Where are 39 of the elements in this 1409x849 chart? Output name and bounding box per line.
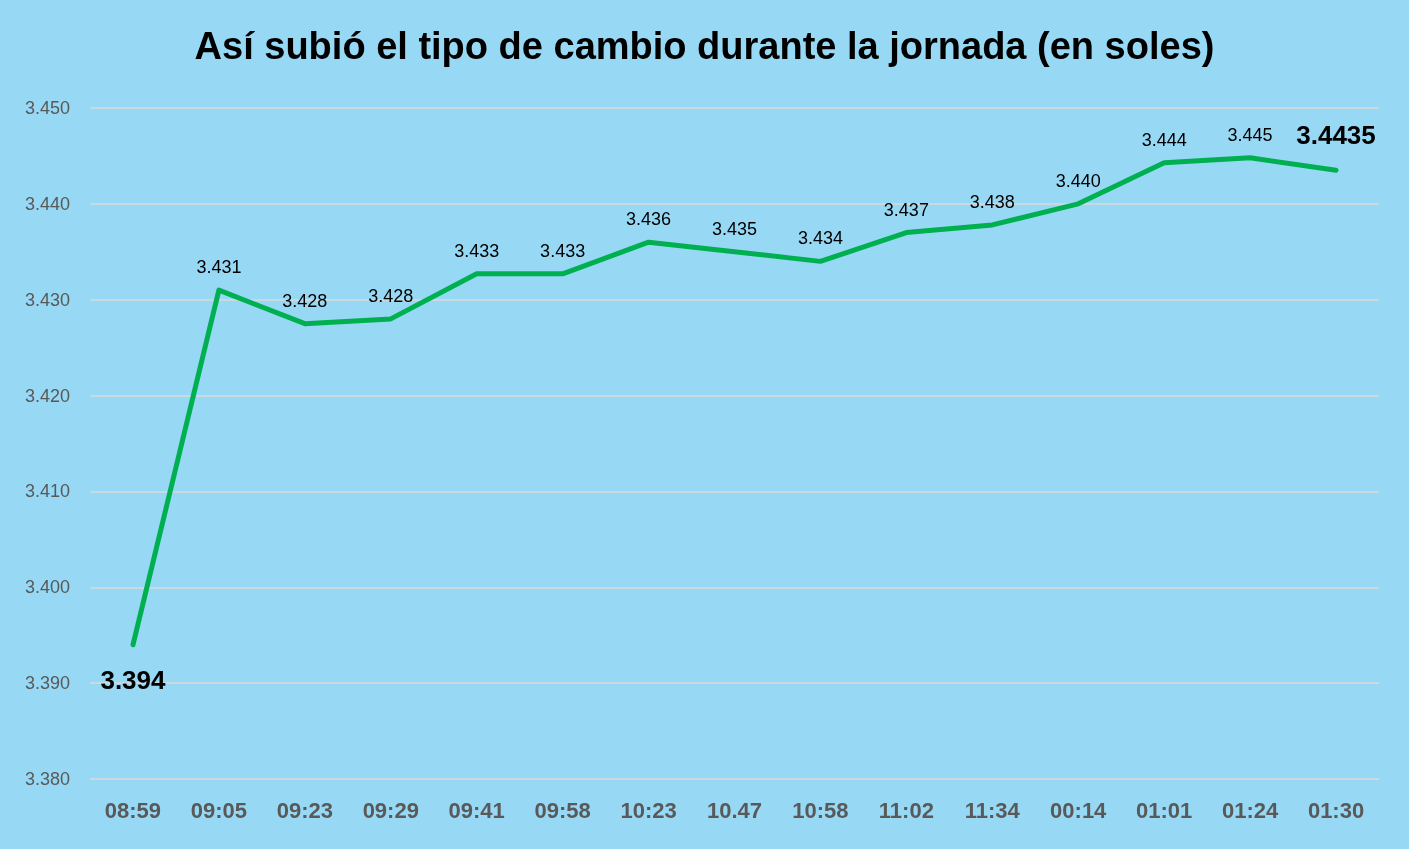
data-label: 3.433 [454, 240, 500, 261]
data-label: 3.433 [540, 240, 586, 261]
x-tick-label: 01:01 [1136, 797, 1193, 823]
data-label: 3.445 [1227, 124, 1273, 145]
y-tick-label: 3.390 [24, 673, 70, 694]
x-tick-label: 08:59 [104, 797, 162, 823]
x-tick-label: 10:23 [620, 797, 677, 823]
x-tick-label: 01:24 [1221, 797, 1279, 823]
y-tick-label: 3.430 [24, 289, 70, 310]
data-label: 3.437 [883, 199, 929, 220]
x-tick-label: 09:29 [362, 797, 419, 823]
y-tick-label: 3.400 [24, 577, 70, 598]
data-label: 3.444 [1141, 129, 1187, 150]
y-tick-label: 3.410 [24, 481, 70, 502]
x-tick-label: 11:02 [878, 797, 934, 823]
data-label: 3.440 [1055, 170, 1101, 191]
x-tick-label: 01:30 [1307, 797, 1365, 823]
chart-title: Así subió el tipo de cambio durante la jornada (en soles) [194, 25, 1215, 67]
data-label: 3.394 [100, 664, 167, 695]
data-label: 3.434 [797, 228, 843, 249]
data-label: 3.438 [969, 191, 1015, 212]
data-label: 3.428 [282, 290, 328, 311]
x-tick-label: 09:41 [448, 797, 505, 823]
x-tick-label: 00:14 [1050, 797, 1108, 823]
data-label: 3.431 [196, 257, 242, 278]
data-label: 3.4435 [1296, 120, 1376, 151]
x-tick-label: 10:58 [792, 797, 849, 823]
y-tick-label: 3.450 [24, 98, 70, 118]
x-tick-label: 09:23 [276, 797, 333, 823]
data-label: 3.435 [711, 218, 758, 239]
y-tick-label: 3.420 [24, 385, 70, 406]
y-tick-label: 3.380 [24, 769, 70, 789]
x-tick-label: 10.47 [706, 797, 763, 823]
y-tick-label: 3.440 [24, 193, 70, 214]
data-label: 3.436 [626, 209, 672, 230]
data-label: 3.428 [368, 285, 414, 306]
x-tick-label: 09:05 [190, 797, 248, 823]
x-tick-label: 09:58 [534, 797, 591, 823]
x-tick-label: 11:34 [964, 797, 1021, 823]
